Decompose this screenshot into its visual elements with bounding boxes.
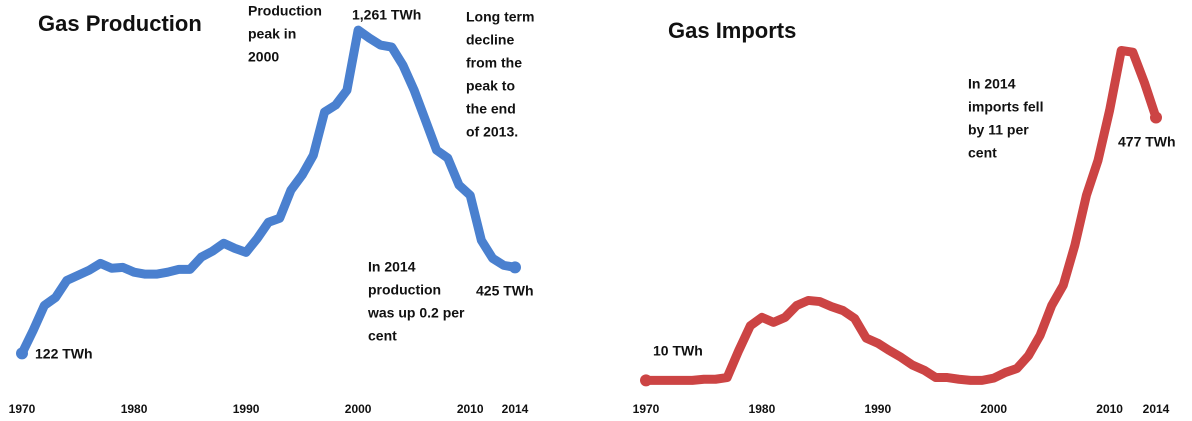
annotation: peak in [248,26,296,42]
end-point [640,374,652,387]
x-tick-label: 2014 [1143,402,1170,416]
chart-title: Gas Production [38,11,202,36]
value-label: 10 TWh [653,343,703,359]
annotation: by 11 per [968,122,1029,138]
line [646,46,1161,385]
value-label: 122 TWh [35,346,93,362]
annotation: of 2013. [466,124,518,140]
annotation: cent [968,145,997,161]
x-tick-label: 2000 [980,402,1007,416]
chart-title: Gas Imports [668,18,796,43]
annotation: 2000 [248,49,279,65]
value-label: 477 TWh [1118,134,1176,150]
annotation: Long term [466,9,534,25]
x-tick-label: 2014 [502,402,529,416]
annotation: imports fell [968,99,1043,115]
annotation: cent [368,328,397,344]
x-tick-label: 1980 [749,402,776,416]
end-point [1150,111,1162,124]
annotation: In 2014 [968,76,1016,92]
annotation: In 2014 [368,259,416,275]
value-label: 1,261 TWh [352,7,421,23]
x-tick-label: 2010 [457,402,484,416]
end-point [16,347,28,360]
x-tick-label: 1990 [864,402,891,416]
x-tick-label: 1970 [633,402,660,416]
x-tick-label: 1990 [233,402,260,416]
annotation: Production [248,3,322,19]
annotation: was up 0.2 per [367,305,465,321]
annotation: the end [466,101,516,117]
line [17,25,516,356]
x-tick-label: 2000 [345,402,372,416]
annotation: decline [466,32,514,48]
value-label: 425 TWh [476,283,534,299]
annotation: from the [466,55,522,71]
end-point [509,261,521,274]
x-tick-label: 1970 [9,402,36,416]
annotation: production [368,282,441,298]
x-tick-label: 1980 [121,402,148,416]
annotation: peak to [466,78,515,94]
x-tick-label: 2010 [1096,402,1123,416]
